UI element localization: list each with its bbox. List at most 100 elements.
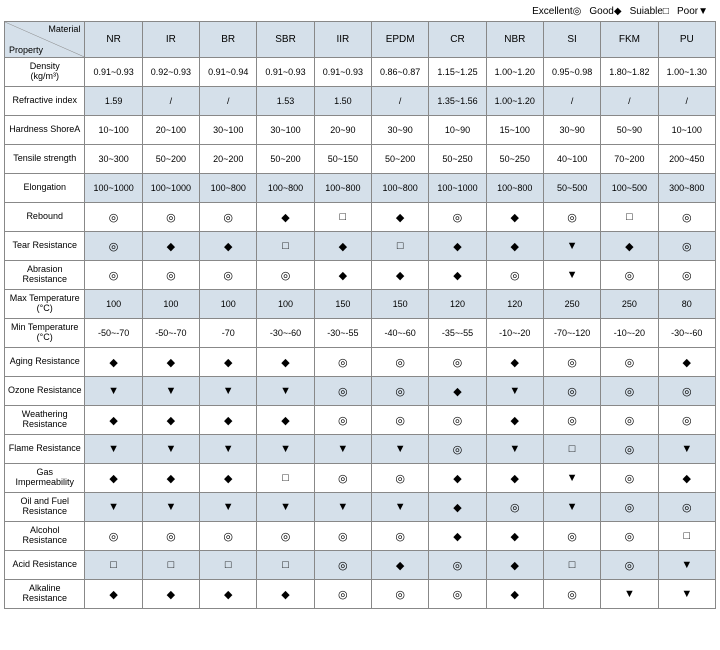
table-row: Elongation100~1000100~1000100~800100~800… — [5, 174, 716, 203]
column-header: IR — [142, 22, 199, 58]
data-cell: ◆ — [257, 203, 314, 232]
data-cell: ◎ — [372, 406, 429, 435]
data-cell: ◎ — [429, 435, 486, 464]
data-cell: ◎ — [658, 377, 715, 406]
data-cell: □ — [85, 551, 142, 580]
data-cell: 1.53 — [257, 87, 314, 116]
data-cell: ▼ — [658, 551, 715, 580]
data-cell: ◆ — [314, 232, 371, 261]
data-cell: ◎ — [85, 261, 142, 290]
data-cell: ◆ — [257, 348, 314, 377]
data-cell: 150 — [372, 290, 429, 319]
data-cell: ◆ — [200, 406, 257, 435]
data-cell: ◆ — [314, 261, 371, 290]
data-cell: ◆ — [486, 232, 543, 261]
data-cell: ◎ — [429, 551, 486, 580]
data-cell: 100~800 — [257, 174, 314, 203]
data-cell: ◎ — [429, 348, 486, 377]
data-cell: ▼ — [601, 580, 658, 609]
data-cell: ◎ — [658, 493, 715, 522]
data-cell: 1.15~1.25 — [429, 58, 486, 87]
data-cell: -50~-70 — [142, 319, 199, 348]
data-cell: ◆ — [85, 580, 142, 609]
data-cell: 100 — [200, 290, 257, 319]
data-cell: ◆ — [142, 232, 199, 261]
data-cell: ◎ — [601, 493, 658, 522]
data-cell: 50~200 — [142, 145, 199, 174]
data-cell: ◆ — [142, 406, 199, 435]
data-cell: 50~200 — [257, 145, 314, 174]
column-header: EPDM — [372, 22, 429, 58]
table-row: AbrasionResistance◎◎◎◎◆◆◆◎▼◎◎ — [5, 261, 716, 290]
data-cell: 50~250 — [486, 145, 543, 174]
data-cell: ▼ — [543, 232, 600, 261]
data-cell: 0.91~0.93 — [314, 58, 371, 87]
data-cell: ◆ — [486, 464, 543, 493]
data-cell: ◆ — [658, 464, 715, 493]
column-header: FKM — [601, 22, 658, 58]
data-cell: ▼ — [543, 464, 600, 493]
data-cell: ◆ — [429, 493, 486, 522]
column-header: SBR — [257, 22, 314, 58]
data-cell: ◆ — [486, 203, 543, 232]
data-cell: -35~-55 — [429, 319, 486, 348]
data-cell: 50~150 — [314, 145, 371, 174]
data-cell: ▼ — [257, 435, 314, 464]
data-cell: 100 — [85, 290, 142, 319]
data-cell: ▼ — [486, 377, 543, 406]
row-label: Rebound — [5, 203, 85, 232]
column-header: IIR — [314, 22, 371, 58]
table-row: Tear Resistance◎◆◆□◆□◆◆▼◆◎ — [5, 232, 716, 261]
data-cell: □ — [658, 522, 715, 551]
data-cell: ◎ — [486, 261, 543, 290]
data-cell: 100~500 — [601, 174, 658, 203]
row-label: Refractive index — [5, 87, 85, 116]
data-cell: ◎ — [543, 377, 600, 406]
data-cell: ◎ — [314, 580, 371, 609]
table-row: Rebound◎◎◎◆□◆◎◆◎□◎ — [5, 203, 716, 232]
data-cell: 1.00~1.20 — [486, 58, 543, 87]
data-cell: 300~800 — [658, 174, 715, 203]
data-cell: 10~100 — [658, 116, 715, 145]
data-cell: ◆ — [142, 580, 199, 609]
data-cell: 70~200 — [601, 145, 658, 174]
data-cell: / — [372, 87, 429, 116]
data-cell: ◎ — [658, 203, 715, 232]
data-cell: 1.35~1.56 — [429, 87, 486, 116]
data-cell: ◎ — [314, 464, 371, 493]
table-row: Flame Resistance▼▼▼▼▼▼◎▼□◎▼ — [5, 435, 716, 464]
table-row: Aging Resistance◆◆◆◆◎◎◎◆◎◎◆ — [5, 348, 716, 377]
data-cell: ◎ — [314, 406, 371, 435]
data-cell: 0.91~0.94 — [200, 58, 257, 87]
table-row: Alcohol Resistance◎◎◎◎◎◎◆◆◎◎□ — [5, 522, 716, 551]
data-cell: ◎ — [429, 580, 486, 609]
data-cell: 100~1000 — [85, 174, 142, 203]
data-cell: ▼ — [85, 493, 142, 522]
data-cell: ◎ — [486, 493, 543, 522]
data-cell: □ — [543, 551, 600, 580]
data-cell: ◎ — [200, 522, 257, 551]
data-cell: ◆ — [200, 580, 257, 609]
data-cell: ◆ — [486, 551, 543, 580]
data-cell: ◎ — [142, 261, 199, 290]
data-cell: ◆ — [85, 348, 142, 377]
row-label: Tensile strength — [5, 145, 85, 174]
data-cell: 100 — [142, 290, 199, 319]
data-cell: ◎ — [658, 406, 715, 435]
data-cell: 0.95~0.98 — [543, 58, 600, 87]
data-cell: ◎ — [314, 522, 371, 551]
row-label: AbrasionResistance — [5, 261, 85, 290]
data-cell: 50~250 — [429, 145, 486, 174]
data-cell: □ — [142, 551, 199, 580]
data-cell: ◎ — [601, 551, 658, 580]
corner-property-label: Property — [9, 45, 43, 55]
data-cell: ▼ — [142, 377, 199, 406]
data-cell: 10~90 — [429, 116, 486, 145]
data-cell: ◎ — [429, 406, 486, 435]
data-cell: 20~200 — [200, 145, 257, 174]
data-cell: □ — [372, 232, 429, 261]
data-cell: ▼ — [257, 493, 314, 522]
data-cell: ◎ — [601, 406, 658, 435]
table-row: Acid Resistance□□□□◎◆◎◆□◎▼ — [5, 551, 716, 580]
row-label: GasImpermeability — [5, 464, 85, 493]
